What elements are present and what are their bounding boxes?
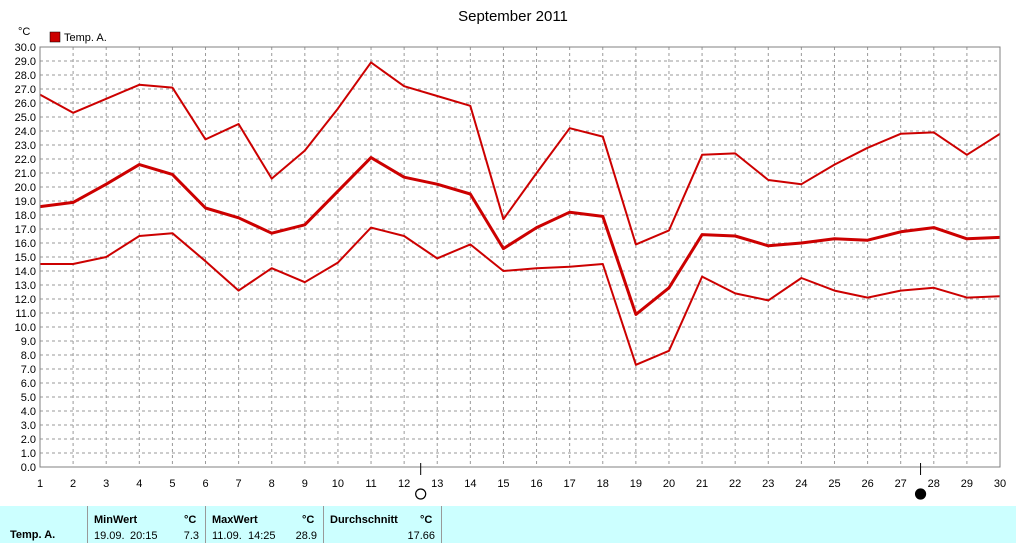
y-tick-label: 5.0 <box>21 392 36 404</box>
x-tick-label: 17 <box>564 478 576 490</box>
avg-header: Durchschnitt <box>330 514 398 526</box>
y-tick-label: 7.0 <box>21 364 36 376</box>
x-tick-label: 8 <box>269 478 275 490</box>
min-value: 7.3 <box>183 530 199 542</box>
x-tick-label: 2 <box>70 478 76 490</box>
y-tick-label: 1.0 <box>21 448 36 460</box>
chart-title: September 2011 <box>458 8 568 25</box>
y-tick-label: 4.0 <box>21 406 36 418</box>
x-tick-label: 6 <box>202 478 208 490</box>
y-tick-label: 0.0 <box>21 462 36 474</box>
y-tick-label: 12.0 <box>15 294 36 306</box>
x-tick-label: 15 <box>497 478 509 490</box>
x-tick-label: 12 <box>398 478 410 490</box>
series-lines <box>39 61 1001 366</box>
min-unit: °C <box>184 514 197 526</box>
plot-frame <box>39 46 1001 468</box>
grid <box>40 47 1000 467</box>
stats-row-label-cell: Temp. A. <box>0 506 88 543</box>
x-tick-label: 28 <box>928 478 940 490</box>
x-tick-label: 26 <box>861 478 873 490</box>
x-tick-label: 27 <box>895 478 907 490</box>
stats-max-cell: MaxWert °C 11.09. 14:25 28.9 <box>206 506 324 543</box>
legend-swatch <box>49 31 61 43</box>
y-tick-label: 6.0 <box>21 378 36 390</box>
x-tick-label: 24 <box>795 478 807 490</box>
stats-row-label: Temp. A. <box>10 529 56 541</box>
x-tick-label: 14 <box>464 478 476 490</box>
y-tick-label: 27.0 <box>15 84 36 96</box>
y-tick-label: 10.0 <box>15 322 36 334</box>
x-tick-label: 30 <box>994 478 1006 490</box>
y-tick-label: 17.0 <box>15 224 36 236</box>
y-tick-label: 21.0 <box>15 168 36 180</box>
x-tick-label: 4 <box>136 478 142 490</box>
y-tick-label: 15.0 <box>15 252 36 264</box>
max-unit: °C <box>302 514 315 526</box>
y-tick-label: 23.0 <box>15 140 36 152</box>
x-tick-label: 20 <box>663 478 675 490</box>
y-tick-label: 20.0 <box>15 182 36 194</box>
min-header: MinWert <box>94 514 138 526</box>
x-tick-label: 21 <box>696 478 708 490</box>
statistics-bar: Temp. A. MinWert °C 19.09. 20:15 7.3 Max… <box>0 506 1016 543</box>
max-time: 14:25 <box>248 530 276 542</box>
y-tick-label: 26.0 <box>15 98 36 110</box>
stats-min-cell: MinWert °C 19.09. 20:15 7.3 <box>88 506 206 543</box>
min-date: 19.09. <box>94 530 125 542</box>
y-axis: 0.0 1.0 2.0 3.0 4.0 5.0 6.0 7.0 8.0 9.0 10.0 11.0 12… <box>15 42 36 474</box>
min-time: 20:15 <box>130 530 158 542</box>
y-tick-label: 24.0 <box>15 126 36 138</box>
x-tick-label: 29 <box>961 478 973 490</box>
y-tick-label: 19.0 <box>15 196 36 208</box>
y-tick-label: 3.0 <box>21 420 36 432</box>
y-tick-label: 8.0 <box>21 350 36 362</box>
full-moon-icon <box>415 488 427 500</box>
x-tick-label: 18 <box>597 478 609 490</box>
y-tick-label: 25.0 <box>15 112 36 124</box>
max-value: 28.9 <box>295 530 317 542</box>
x-tick-label: 10 <box>332 478 344 490</box>
max-header: MaxWert <box>212 514 258 526</box>
stats-avg-cell: Durchschnitt °C 17.66 <box>324 506 442 543</box>
legend-label: Temp. A. <box>64 32 107 44</box>
x-tick-label: 11 <box>365 478 376 490</box>
avg-unit: °C <box>420 514 433 526</box>
y-axis-unit: °C <box>18 26 30 38</box>
avg-value: 17.66 <box>407 530 435 542</box>
y-tick-label: 28.0 <box>15 70 36 82</box>
new-moon-icon <box>914 488 927 500</box>
x-tick-label: 5 <box>169 478 175 490</box>
y-tick-label: 18.0 <box>15 210 36 222</box>
x-tick-label: 19 <box>630 478 642 490</box>
x-tick-label: 1 <box>37 478 43 490</box>
max-date: 11.09. <box>212 530 242 542</box>
y-tick-label: 30.0 <box>15 42 36 54</box>
x-tick-label: 25 <box>828 478 840 490</box>
y-tick-label: 9.0 <box>21 336 36 348</box>
x-tick-label: 22 <box>729 478 741 490</box>
x-tick-label: 16 <box>530 478 542 490</box>
x-tick-label: 9 <box>302 478 308 490</box>
x-tick-label: 23 <box>762 478 774 490</box>
moon-markers <box>415 463 927 500</box>
x-tick-label: 7 <box>236 478 242 490</box>
y-tick-label: 2.0 <box>21 434 36 446</box>
x-tick-label: 3 <box>103 478 109 490</box>
y-tick-label: 13.0 <box>15 280 36 292</box>
series-line-max <box>39 61 1001 246</box>
y-tick-label: 16.0 <box>15 238 36 250</box>
series-line-min <box>40 226 1001 366</box>
temperature-chart: September 2011 °C Temp. A. 0.0 1.0 2.0 3.0 4… <box>15 8 1006 500</box>
x-tick-label: 13 <box>431 478 443 490</box>
y-tick-label: 14.0 <box>15 266 36 278</box>
x-axis: 1 2 3 4 5 6 7 8 9 10 11 12 13 14 15 16 17 18 19 20 21 22 23 24 2… <box>37 478 1006 490</box>
y-tick-label: 22.0 <box>15 154 36 166</box>
y-tick-label: 29.0 <box>15 56 36 68</box>
y-tick-label: 11.0 <box>15 308 36 320</box>
series-line-mean <box>39 156 1001 316</box>
